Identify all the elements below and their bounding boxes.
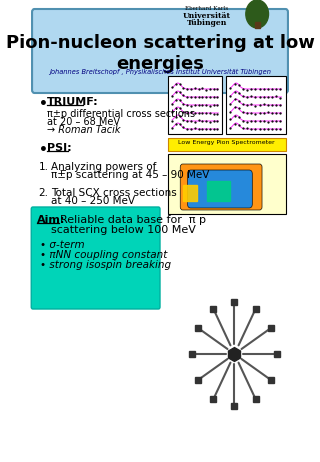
Text: PSI:: PSI: (47, 143, 71, 153)
FancyBboxPatch shape (180, 164, 262, 210)
Text: 1.: 1. (38, 162, 49, 172)
FancyBboxPatch shape (32, 9, 288, 93)
Text: • σ-term: • σ-term (40, 240, 85, 250)
Text: Total SCX cross sections: Total SCX cross sections (51, 188, 176, 198)
Bar (207, 181, 230, 201)
Text: 2.: 2. (38, 188, 49, 198)
Bar (183, 185, 197, 201)
Text: at 40 – 250 MeV: at 40 – 250 MeV (51, 196, 135, 206)
Text: Low Energy Pion Spectrometer: Low Energy Pion Spectrometer (178, 140, 275, 145)
Text: Tübingen: Tübingen (187, 19, 227, 27)
Text: at 20 – 68 MeV: at 20 – 68 MeV (47, 117, 120, 127)
Bar (255, 22, 260, 28)
Text: Eberhard Karls: Eberhard Karls (185, 6, 228, 11)
Text: π±p differential cross sections: π±p differential cross sections (47, 109, 195, 119)
Text: → Roman Tacik: → Roman Tacik (47, 125, 120, 135)
Text: TRIUMF:: TRIUMF: (47, 97, 98, 107)
FancyBboxPatch shape (188, 170, 252, 208)
Text: •: • (38, 143, 47, 157)
Circle shape (246, 0, 268, 28)
FancyBboxPatch shape (227, 76, 285, 134)
Text: Johannes Breitschopf , Physikalisches Institut Universität Tübingen: Johannes Breitschopf , Physikalisches In… (49, 69, 271, 75)
FancyBboxPatch shape (168, 154, 285, 214)
Text: Pion-nucleon scattering at low
energies: Pion-nucleon scattering at low energies (5, 34, 315, 73)
Text: Analyzing powers of: Analyzing powers of (51, 162, 156, 172)
FancyBboxPatch shape (31, 207, 160, 309)
Text: •: • (38, 97, 47, 111)
Text: • strong isospin breaking: • strong isospin breaking (40, 260, 171, 270)
Text: Reliable data base for  π p: Reliable data base for π p (60, 215, 205, 225)
Text: π±̅p scattering at 45 – 90 MeV: π±̅p scattering at 45 – 90 MeV (51, 170, 209, 180)
Text: Universität: Universität (183, 12, 231, 20)
Text: • πNN coupling constant: • πNN coupling constant (40, 250, 168, 260)
Text: scattering below 100 MeV: scattering below 100 MeV (51, 225, 196, 235)
FancyBboxPatch shape (168, 138, 285, 151)
Text: Aim:: Aim: (37, 215, 65, 225)
FancyBboxPatch shape (168, 76, 222, 134)
